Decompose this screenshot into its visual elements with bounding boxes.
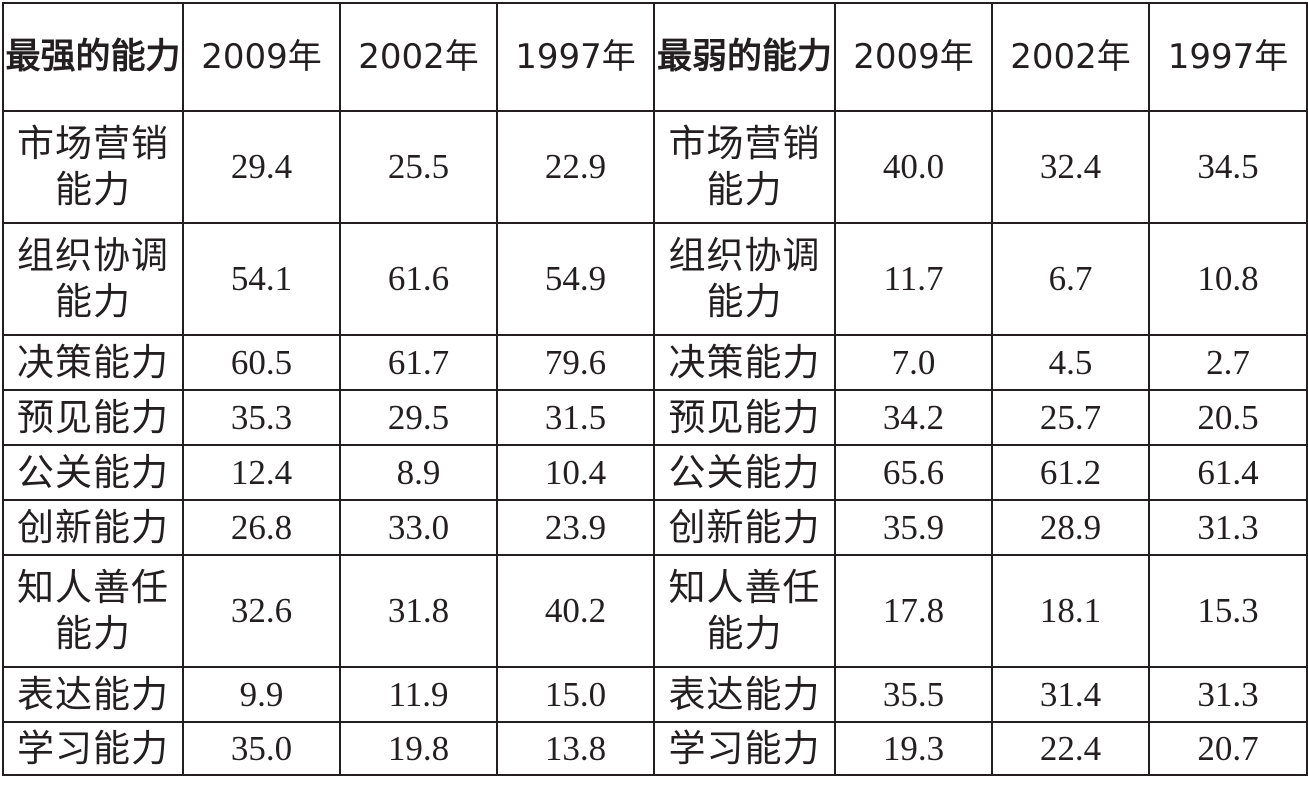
weak-ability-name: 创新能力 bbox=[653, 499, 836, 556]
weak-ability-name: 学习能力 bbox=[653, 721, 836, 776]
strong-value-2002: 19.8 bbox=[339, 721, 498, 776]
strong-value-2009: 60.5 bbox=[182, 334, 341, 391]
weak-value-1997: 31.3 bbox=[1148, 499, 1308, 556]
weak-value-2009: 40.0 bbox=[834, 110, 993, 224]
strong-value-1997: 31.5 bbox=[496, 389, 655, 446]
ability-comparison-table: 最强的能力 2009年 2002年 1997年 最弱的能力 2009年 2002… bbox=[2, 2, 1308, 776]
strong-ability-name: 预见能力 bbox=[2, 389, 184, 446]
strong-value-1997: 79.6 bbox=[496, 334, 655, 391]
weak-value-2009: 19.3 bbox=[834, 721, 993, 776]
strong-ability-name: 创新能力 bbox=[2, 499, 184, 556]
strong-value-1997: 40.2 bbox=[496, 554, 655, 668]
weak-ability-name: 决策能力 bbox=[653, 334, 836, 391]
header-year-1997-weak: 1997年 bbox=[1148, 2, 1308, 112]
strong-value-2009: 26.8 bbox=[182, 499, 341, 556]
weak-ability-name: 公关能力 bbox=[653, 444, 836, 501]
weak-value-1997: 20.7 bbox=[1148, 721, 1308, 776]
table-row: 表达能力 9.9 11.9 15.0 表达能力 35.5 31.4 31.3 bbox=[2, 666, 1308, 723]
header-weakest-ability: 最弱的能力 bbox=[653, 2, 836, 112]
strong-ability-name: 决策能力 bbox=[2, 334, 184, 391]
weak-value-2002: 32.4 bbox=[991, 110, 1150, 224]
strong-ability-name: 市场营销能力 bbox=[2, 110, 184, 224]
strong-value-1997: 13.8 bbox=[496, 721, 655, 776]
strong-ability-name: 知人善任能力 bbox=[2, 554, 184, 668]
strong-value-1997: 10.4 bbox=[496, 444, 655, 501]
strong-value-2002: 61.6 bbox=[339, 222, 498, 336]
strong-value-2009: 12.4 bbox=[182, 444, 341, 501]
strong-ability-name: 学习能力 bbox=[2, 721, 184, 776]
strong-ability-name: 表达能力 bbox=[2, 666, 184, 723]
weak-value-1997: 61.4 bbox=[1148, 444, 1308, 501]
weak-ability-name: 预见能力 bbox=[653, 389, 836, 446]
table-row: 市场营销能力 29.4 25.5 22.9 市场营销能力 40.0 32.4 3… bbox=[2, 110, 1308, 224]
strong-value-2009: 35.3 bbox=[182, 389, 341, 446]
strong-value-1997: 54.9 bbox=[496, 222, 655, 336]
strong-value-2009: 35.0 bbox=[182, 721, 341, 776]
header-year-2002-weak: 2002年 bbox=[991, 2, 1150, 112]
table-row: 组织协调能力 54.1 61.6 54.9 组织协调能力 11.7 6.7 10… bbox=[2, 222, 1308, 336]
strong-value-2002: 33.0 bbox=[339, 499, 498, 556]
strong-value-2002: 61.7 bbox=[339, 334, 498, 391]
weak-value-1997: 34.5 bbox=[1148, 110, 1308, 224]
table-row: 知人善任能力 32.6 31.8 40.2 知人善任能力 17.8 18.1 1… bbox=[2, 554, 1308, 668]
strong-value-2009: 54.1 bbox=[182, 222, 341, 336]
weak-value-2002: 31.4 bbox=[991, 666, 1150, 723]
weak-value-2009: 35.9 bbox=[834, 499, 993, 556]
strong-value-2002: 8.9 bbox=[339, 444, 498, 501]
weak-ability-name: 市场营销能力 bbox=[653, 110, 836, 224]
header-year-2009-strong: 2009年 bbox=[182, 2, 341, 112]
strong-value-1997: 15.0 bbox=[496, 666, 655, 723]
weak-value-2009: 34.2 bbox=[834, 389, 993, 446]
weak-value-2002: 22.4 bbox=[991, 721, 1150, 776]
header-year-1997-strong: 1997年 bbox=[496, 2, 655, 112]
weak-value-2009: 11.7 bbox=[834, 222, 993, 336]
weak-value-2009: 65.6 bbox=[834, 444, 993, 501]
strong-value-2009: 32.6 bbox=[182, 554, 341, 668]
header-year-2002-strong: 2002年 bbox=[339, 2, 498, 112]
weak-value-2002: 4.5 bbox=[991, 334, 1150, 391]
weak-value-1997: 15.3 bbox=[1148, 554, 1308, 668]
weak-ability-name: 表达能力 bbox=[653, 666, 836, 723]
weak-ability-name: 知人善任能力 bbox=[653, 554, 836, 668]
weak-ability-name: 组织协调能力 bbox=[653, 222, 836, 336]
header-strongest-ability: 最强的能力 bbox=[2, 2, 184, 112]
weak-value-2009: 7.0 bbox=[834, 334, 993, 391]
weak-value-2002: 18.1 bbox=[991, 554, 1150, 668]
table-row: 决策能力 60.5 61.7 79.6 决策能力 7.0 4.5 2.7 bbox=[2, 334, 1308, 391]
weak-value-2009: 35.5 bbox=[834, 666, 993, 723]
weak-value-1997: 31.3 bbox=[1148, 666, 1308, 723]
weak-value-1997: 10.8 bbox=[1148, 222, 1308, 336]
strong-ability-name: 组织协调能力 bbox=[2, 222, 184, 336]
strong-value-2002: 29.5 bbox=[339, 389, 498, 446]
weak-value-2002: 61.2 bbox=[991, 444, 1150, 501]
weak-value-1997: 2.7 bbox=[1148, 334, 1308, 391]
table-row: 预见能力 35.3 29.5 31.5 预见能力 34.2 25.7 20.5 bbox=[2, 389, 1308, 446]
strong-value-2002: 25.5 bbox=[339, 110, 498, 224]
weak-value-2002: 28.9 bbox=[991, 499, 1150, 556]
table-row: 创新能力 26.8 33.0 23.9 创新能力 35.9 28.9 31.3 bbox=[2, 499, 1308, 556]
header-year-2009-weak: 2009年 bbox=[834, 2, 993, 112]
strong-value-2002: 11.9 bbox=[339, 666, 498, 723]
weak-value-2002: 25.7 bbox=[991, 389, 1150, 446]
header-row: 最强的能力 2009年 2002年 1997年 最弱的能力 2009年 2002… bbox=[2, 2, 1308, 112]
strong-value-2009: 9.9 bbox=[182, 666, 341, 723]
weak-value-1997: 20.5 bbox=[1148, 389, 1308, 446]
strong-ability-name: 公关能力 bbox=[2, 444, 184, 501]
strong-value-1997: 22.9 bbox=[496, 110, 655, 224]
table-row: 公关能力 12.4 8.9 10.4 公关能力 65.6 61.2 61.4 bbox=[2, 444, 1308, 501]
strong-value-2009: 29.4 bbox=[182, 110, 341, 224]
weak-value-2002: 6.7 bbox=[991, 222, 1150, 336]
strong-value-2002: 31.8 bbox=[339, 554, 498, 668]
strong-value-1997: 23.9 bbox=[496, 499, 655, 556]
weak-value-2009: 17.8 bbox=[834, 554, 993, 668]
table-row: 学习能力 35.0 19.8 13.8 学习能力 19.3 22.4 20.7 bbox=[2, 721, 1308, 776]
